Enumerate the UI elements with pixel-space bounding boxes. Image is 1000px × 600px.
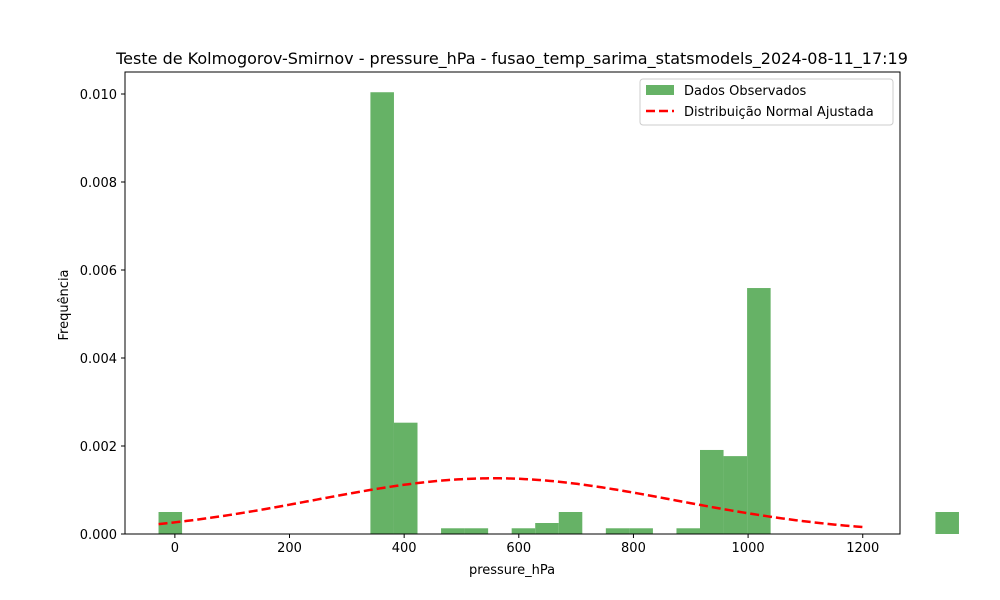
histogram-bar [158, 512, 183, 534]
histogram-bar [393, 422, 418, 534]
y-axis-label: Frequência [57, 269, 72, 340]
legend-label-observed: Dados Observados [684, 84, 807, 99]
histogram-bar [747, 288, 771, 534]
x-tick-label: 400 [392, 541, 417, 556]
legend-swatch-observed [646, 85, 674, 95]
x-tick-label: 0 [171, 541, 179, 556]
legend: Dados Observados Distribuição Normal Aju… [639, 78, 894, 126]
chart-title: Teste de Kolmogorov-Smirnov - pressure_h… [115, 49, 908, 69]
x-axis-label: pressure_hPa [469, 563, 555, 578]
histogram-bar [676, 528, 701, 534]
x-tick-label: 600 [506, 541, 531, 556]
x-tick-label: 200 [277, 541, 302, 556]
y-tick-label: 0.002 [80, 440, 117, 455]
histogram-bars [158, 92, 959, 535]
histogram-bar [935, 512, 959, 534]
normal-fit-curve [158, 477, 863, 529]
histogram-bar [464, 528, 489, 534]
y-tick-label: 0.010 [80, 88, 117, 103]
histogram-bar [511, 528, 536, 534]
histogram-bar [700, 449, 724, 534]
legend-label-normal: Distribuição Normal Ajustada [684, 105, 874, 120]
histogram-bar [723, 456, 748, 534]
x-tick-label: 800 [621, 541, 646, 556]
y-tick-label: 0.004 [80, 352, 117, 367]
x-axis-ticks: 0 200 400 600 800 1000 1200 [171, 534, 879, 556]
histogram-bar [605, 528, 630, 534]
plot-frame [124, 71, 901, 535]
y-tick-label: 0.000 [80, 528, 117, 543]
histogram-bar [441, 528, 465, 534]
histogram-bar [370, 92, 394, 535]
x-tick-label: 1000 [732, 541, 765, 556]
histogram-bar [558, 512, 583, 534]
legend-box [639, 78, 894, 126]
y-tick-label: 0.008 [80, 176, 117, 191]
y-tick-label: 0.006 [80, 264, 117, 279]
histogram-bar [535, 523, 559, 534]
x-tick-label: 1200 [846, 541, 879, 556]
histogram-bar [629, 528, 653, 534]
y-axis-ticks: 0.000 0.002 0.004 0.006 0.008 0.010 [80, 88, 125, 543]
